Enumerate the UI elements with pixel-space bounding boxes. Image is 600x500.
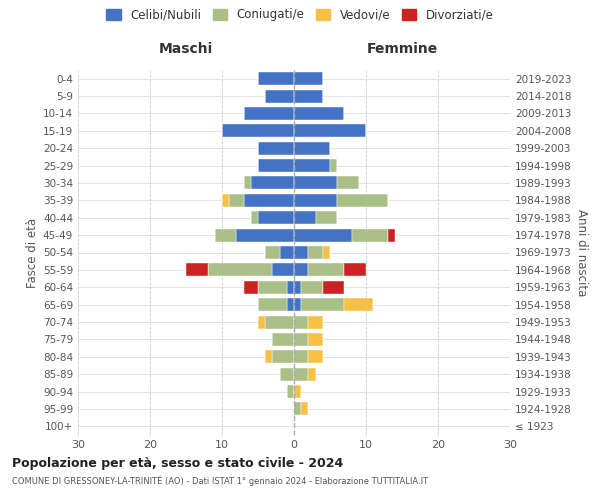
Bar — [258, 211, 294, 224]
Bar — [229, 194, 244, 207]
Bar — [301, 298, 344, 311]
Bar — [330, 159, 337, 172]
Bar — [236, 228, 294, 241]
Bar — [294, 298, 301, 311]
Bar — [337, 194, 388, 207]
Bar — [258, 316, 265, 328]
Bar — [294, 350, 308, 364]
Bar — [308, 368, 316, 380]
Bar — [244, 194, 294, 207]
Bar — [287, 385, 294, 398]
Bar — [308, 316, 323, 328]
Bar — [323, 280, 344, 294]
Text: Maschi: Maschi — [159, 42, 213, 56]
Bar — [251, 211, 258, 224]
Bar — [222, 194, 229, 207]
Bar — [294, 90, 323, 102]
Text: Popolazione per età, sesso e stato civile - 2024: Popolazione per età, sesso e stato civil… — [12, 458, 343, 470]
Bar — [265, 246, 280, 259]
Bar — [294, 402, 301, 415]
Bar — [294, 246, 308, 259]
Bar — [272, 264, 294, 276]
Bar — [308, 246, 323, 259]
Bar — [308, 264, 344, 276]
Bar — [308, 333, 323, 346]
Bar — [294, 316, 308, 328]
Bar — [294, 194, 337, 207]
Bar — [265, 316, 294, 328]
Bar — [294, 72, 323, 85]
Bar — [344, 264, 366, 276]
Bar — [294, 176, 337, 190]
Bar — [280, 246, 294, 259]
Bar — [244, 176, 251, 190]
Bar — [215, 228, 236, 241]
Y-axis label: Anni di nascita: Anni di nascita — [575, 209, 588, 296]
Bar — [337, 176, 359, 190]
Bar — [316, 211, 337, 224]
Bar — [294, 211, 316, 224]
Bar — [308, 350, 323, 364]
Bar — [352, 228, 388, 241]
Bar — [294, 142, 330, 154]
Bar — [323, 246, 330, 259]
Bar — [244, 107, 294, 120]
Bar — [287, 280, 294, 294]
Bar — [280, 368, 294, 380]
Bar — [244, 280, 258, 294]
Bar — [294, 385, 301, 398]
Bar — [294, 368, 308, 380]
Bar — [265, 350, 272, 364]
Text: Femmine: Femmine — [367, 42, 437, 56]
Bar — [258, 72, 294, 85]
Bar — [294, 107, 344, 120]
Bar — [294, 159, 330, 172]
Bar — [344, 298, 373, 311]
Bar — [186, 264, 208, 276]
Bar — [294, 124, 366, 138]
Bar — [258, 142, 294, 154]
Y-axis label: Fasce di età: Fasce di età — [26, 218, 39, 288]
Bar — [301, 280, 323, 294]
Bar — [258, 159, 294, 172]
Bar — [294, 333, 308, 346]
Bar — [272, 350, 294, 364]
Bar — [294, 280, 301, 294]
Bar — [208, 264, 272, 276]
Bar — [301, 402, 308, 415]
Bar — [388, 228, 395, 241]
Bar — [251, 176, 294, 190]
Bar — [258, 280, 287, 294]
Bar — [265, 90, 294, 102]
Bar — [294, 228, 352, 241]
Bar — [294, 264, 308, 276]
Legend: Celibi/Nubili, Coniugati/e, Vedovi/e, Divorziati/e: Celibi/Nubili, Coniugati/e, Vedovi/e, Di… — [106, 8, 494, 22]
Bar — [287, 298, 294, 311]
Bar — [258, 298, 287, 311]
Text: COMUNE DI GRESSONEY-LA-TRINITÉ (AO) - Dati ISTAT 1° gennaio 2024 - Elaborazione : COMUNE DI GRESSONEY-LA-TRINITÉ (AO) - Da… — [12, 476, 428, 486]
Bar — [222, 124, 294, 138]
Bar — [272, 333, 294, 346]
